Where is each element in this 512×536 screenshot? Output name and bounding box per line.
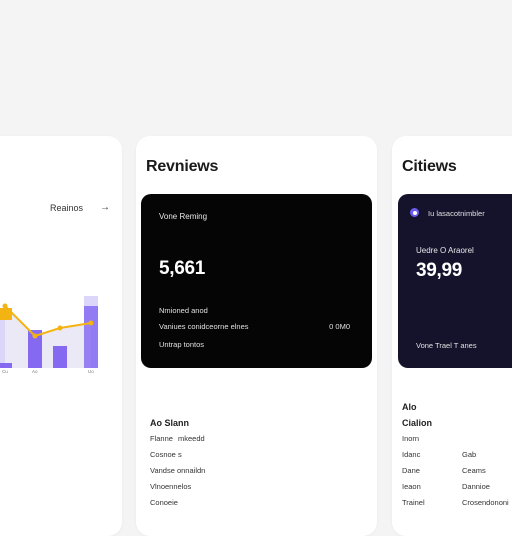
analytics-card: Reainos → Cu Ao Uo — [0, 136, 122, 536]
view-link-label: Reainos — [50, 202, 84, 213]
chart-bar — [84, 306, 98, 368]
list-item[interactable]: Idanc — [402, 450, 421, 459]
list-item[interactable]: Flanne — [150, 434, 173, 443]
list-item[interactable]: Vandse onnaildn — [150, 466, 206, 475]
metric-footer: Vone Trael T anes — [416, 341, 477, 350]
card-title: Citiews — [402, 158, 457, 175]
chart-line — [4, 305, 92, 338]
reviews-card: Revniews Vone Reming 5,661 Nmioned anod … — [136, 136, 377, 536]
list-heading: Ao Slann — [150, 418, 190, 428]
list-item[interactable]: Dane — [402, 466, 420, 475]
view-link[interactable]: Reainos → — [50, 202, 110, 213]
status-icon — [410, 208, 419, 217]
list-item-value: Dannioe — [462, 482, 490, 491]
list-item-value: Ceams — [462, 466, 486, 475]
metric-sub: Untrap tontos — [159, 340, 205, 349]
list-item[interactable]: Vlnoennelos — [150, 482, 192, 491]
metric-sub: Nmioned anod — [159, 306, 208, 315]
list-item-value: s — [178, 450, 182, 459]
metric-sub-value: 0 0M0 — [329, 322, 350, 331]
list-heading: Cialion — [402, 418, 433, 428]
metric-value: 5,661 — [159, 258, 206, 279]
chart-point — [32, 333, 38, 339]
list-item[interactable]: Ieaon — [402, 482, 421, 491]
x-tick-label: Cu — [2, 369, 8, 374]
metric-panel[interactable]: Vone Reming 5,661 Nmioned anod Vaniues c… — [141, 194, 372, 368]
list-item[interactable]: Conoeie — [150, 498, 178, 507]
list-item[interactable]: Trainel — [402, 498, 425, 507]
chart-point — [57, 325, 63, 331]
metric-sub: Vaniues conidceorne elnes — [159, 322, 249, 331]
chart-bar — [53, 346, 67, 368]
list-item[interactable]: Cosnoe — [150, 450, 176, 459]
x-tick-label: Ao — [32, 369, 38, 374]
card-title: Revniews — [146, 158, 219, 175]
metric-value: 39,99 — [416, 260, 463, 281]
list-heading: Alo — [402, 402, 417, 412]
list-item[interactable]: Inorn — [402, 434, 420, 443]
list-item-value: mkeedd — [178, 434, 205, 443]
chart-point — [88, 320, 94, 326]
list-item-value: Crosendononi — [462, 498, 509, 507]
chart-bar — [28, 330, 42, 368]
metric-panel[interactable]: Iu lasacotnimbler Uedre O Araorel 39,99 … — [398, 194, 512, 368]
metric-label: Uedre O Araorel — [416, 246, 474, 255]
list-item-value: Gab — [462, 450, 477, 459]
chart-area — [5, 306, 91, 368]
metric-label: Vone Reming — [159, 212, 208, 221]
arrow-right-icon: → — [100, 202, 110, 213]
bar-line-chart: Cu Ao Uo — [0, 296, 98, 374]
cities-card: Citiews Iu lasacotnimbler Uedre O Araore… — [392, 136, 512, 536]
chart-point — [2, 303, 8, 309]
badge-text: Iu lasacotnimbler — [428, 209, 485, 218]
chart-bar — [0, 363, 12, 368]
x-tick-label: Uo — [88, 369, 94, 374]
